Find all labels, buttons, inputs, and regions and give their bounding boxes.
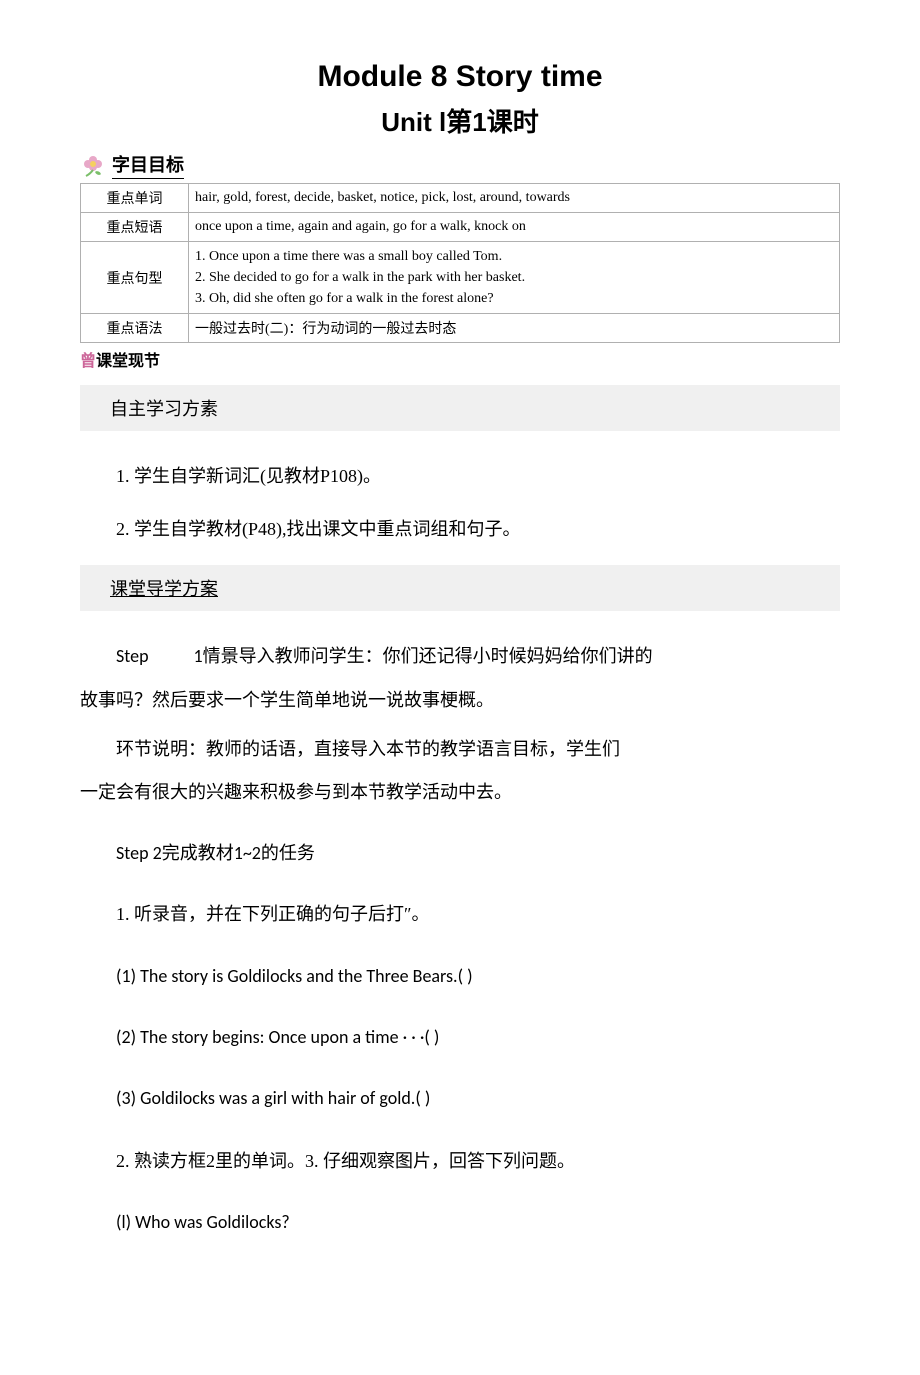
self-study-item: 2. 学生自学教材(P48),找出课文中重点词组和句子。	[80, 508, 840, 551]
goals-sentence: 1. Once upon a time there was a small bo…	[195, 246, 833, 267]
goals-row-value: hair, gold, forest, decide, basket, noti…	[189, 184, 840, 213]
step2-check: (2) The story begins: Once upon a time ·…	[80, 1016, 840, 1059]
table-row: 重点单词 hair, gold, forest, decide, basket,…	[81, 184, 840, 213]
goals-row-value: 一般过去时(二)：行为动词的一般过去时态	[189, 314, 840, 343]
goals-row-label: 重点语法	[81, 314, 189, 343]
step1-label: Step	[116, 645, 149, 667]
step2-label: Step 2完成教材1~2的任务	[80, 832, 840, 875]
table-row: 重点语法 一般过去时(二)：行为动词的一般过去时态	[81, 314, 840, 343]
class-guide-heading-text: 课堂导学方案	[110, 579, 218, 599]
explain-block: 环节说明：教师的话语，直接导入本节的教学语言目标，学生们 一定会有很大的兴趣来积…	[80, 728, 840, 814]
explain-line1: 环节说明：教师的话语，直接导入本节的教学语言目标，学生们	[80, 728, 840, 771]
goals-sentence: 3. Oh, did she often go for a walk in th…	[195, 288, 833, 309]
step1-text-part1: 情景导入教师问学生：你们还记得小时候妈妈给你们讲的	[203, 646, 653, 666]
step1-block: Step 1情景导入教师问学生：你们还记得小时候妈妈给你们讲的 故事吗？然后要求…	[80, 635, 840, 721]
flower-icon	[80, 152, 106, 178]
explain-line2: 一定会有很大的兴趣来积极参与到本节教学活动中去。	[80, 771, 840, 814]
step2-question: (l) Who was Goldilocks?	[80, 1201, 840, 1244]
class-section-text: 课堂现节	[96, 353, 160, 370]
self-study-item: 1. 学生自学新词汇(见教材P108)。	[80, 455, 840, 498]
step2-item1: 1. 听录音，并在下列正确的句子后打″。	[80, 893, 840, 936]
table-row: 重点短语 once upon a time, again and again, …	[81, 213, 840, 242]
goals-table: 重点单词 hair, gold, forest, decide, basket,…	[80, 183, 840, 343]
self-study-heading-text: 自主学习方素	[110, 399, 218, 419]
step2-check: (3) Goldilocks was a girl with hair of g…	[80, 1077, 840, 1120]
step1-text-part2: 故事吗？然后要求一个学生简单地说一说故事梗概。	[80, 679, 840, 722]
class-section-label: 曾课堂现节	[80, 347, 840, 371]
self-study-heading: 自主学习方素	[80, 385, 840, 431]
step1-num: 1	[194, 645, 203, 667]
goals-row-value: 1. Once upon a time there was a small bo…	[189, 242, 840, 314]
goals-row-label: 重点单词	[81, 184, 189, 213]
page-root: Module 8 Story time Unit l第1课时 字目目标 重点单词…	[0, 0, 920, 1302]
goals-row-label: 重点短语	[81, 213, 189, 242]
module-title: Module 8 Story time	[80, 60, 840, 94]
class-section-prefix: 曾	[80, 353, 96, 370]
goals-row-value: once upon a time, again and again, go fo…	[189, 213, 840, 242]
step2-check: (1) The story is Goldilocks and the Thre…	[80, 955, 840, 998]
class-guide-heading: 课堂导学方案	[80, 565, 840, 611]
step2-item2: 2. 熟读方框2里的单词。3. 仔细观察图片，回答下列问题。	[80, 1140, 840, 1183]
table-row: 重点句型 1. Once upon a time there was a sma…	[81, 242, 840, 314]
goals-sentence: 2. She decided to go for a walk in the p…	[195, 267, 833, 288]
goals-header-row: 字目目标	[80, 151, 840, 179]
unit-title: Unit l第1课时	[80, 102, 840, 139]
goals-row-label: 重点句型	[81, 242, 189, 314]
goals-header-text: 字目目标	[112, 151, 184, 179]
